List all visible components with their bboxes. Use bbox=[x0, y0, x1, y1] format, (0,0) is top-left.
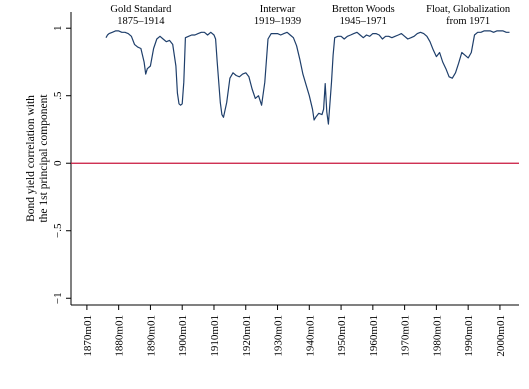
y-tick-label: −.5 bbox=[52, 223, 64, 238]
x-tick-label: 1920m01 bbox=[241, 315, 253, 357]
x-tick-label: 1910m01 bbox=[209, 315, 221, 357]
x-tick-label: 1900m01 bbox=[177, 315, 189, 357]
y-tick-label: −1 bbox=[52, 292, 64, 304]
period-name: Float, Globalization bbox=[426, 4, 511, 15]
x-tick-label: 1950m01 bbox=[336, 315, 348, 357]
x-tick-label: 2000m01 bbox=[495, 315, 507, 357]
x-tick-label: 1990m01 bbox=[463, 315, 475, 357]
x-tick-label: 1930m01 bbox=[273, 315, 285, 357]
y-axis-title: Bond yield correlation withthe 1st princ… bbox=[25, 94, 50, 223]
x-tick-label: 1890m01 bbox=[145, 315, 157, 357]
series-group bbox=[105, 30, 510, 125]
y-tick-label: .5 bbox=[52, 91, 64, 100]
series-line bbox=[105, 30, 510, 125]
x-tick-label: 1880m01 bbox=[114, 315, 126, 357]
period-range: 1875–1914 bbox=[117, 16, 165, 27]
x-tick-label: 1960m01 bbox=[368, 315, 380, 357]
period-range: 1919–1939 bbox=[254, 16, 301, 27]
y-axis: −1 −.5 0 .5 1 bbox=[52, 25, 71, 304]
y-axis-title-line: the 1st principal component bbox=[38, 94, 50, 223]
x-tick-label: 1940m01 bbox=[304, 315, 316, 357]
period-name: Interwar bbox=[260, 4, 296, 15]
y-axis-title-line: Bond yield correlation with bbox=[25, 95, 37, 222]
period-range: 1945–1971 bbox=[340, 16, 387, 27]
y-tick-label: 0 bbox=[52, 160, 64, 166]
x-tick-label: 1980m01 bbox=[431, 315, 443, 357]
plot-area bbox=[70, 12, 519, 306]
period-name: Bretton Woods bbox=[332, 4, 395, 15]
x-axis: 1870m01 1880m01 1890m01 1900m01 1910m01 1920m… bbox=[82, 305, 507, 357]
x-tick-label: 1870m01 bbox=[82, 315, 94, 357]
y-tick-label: 1 bbox=[52, 25, 64, 31]
period-range: from 1971 bbox=[446, 16, 490, 27]
period-name: Gold Standard bbox=[110, 4, 172, 15]
x-tick-label: 1970m01 bbox=[400, 315, 412, 357]
